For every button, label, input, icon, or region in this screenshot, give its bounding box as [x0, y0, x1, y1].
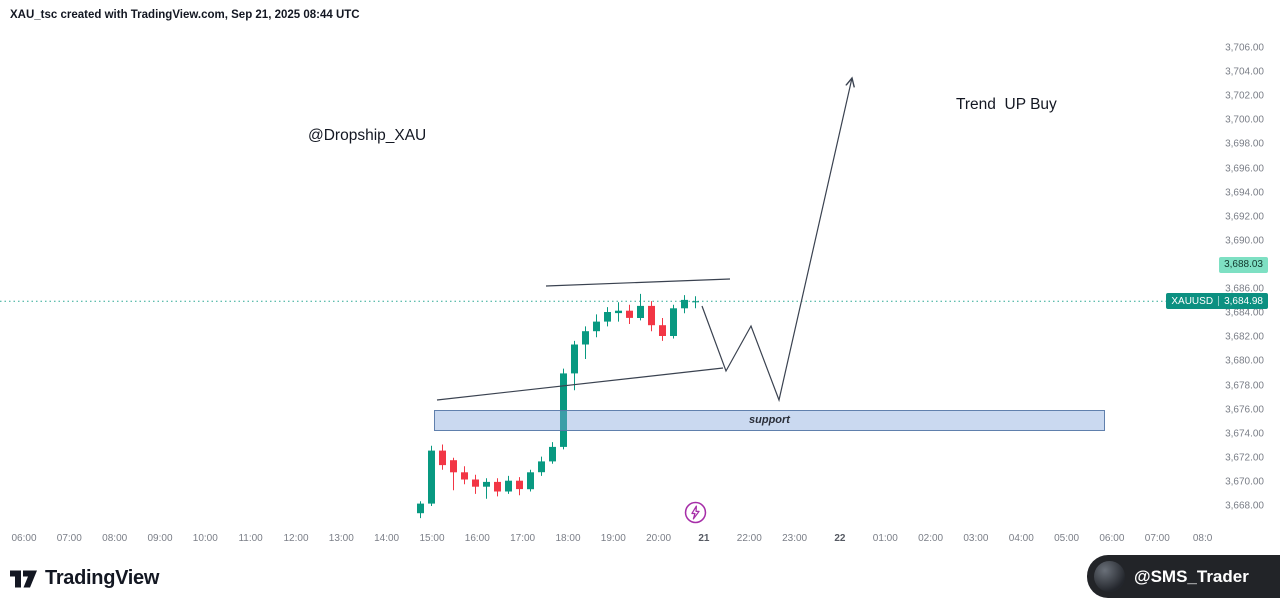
time-axis-label: 14:00 — [374, 533, 400, 544]
price-axis-label: 3,674.00 — [1225, 428, 1264, 440]
upper-trendline[interactable] — [545, 278, 731, 287]
candle-body — [626, 310, 633, 318]
price-axis-label: 3,694.00 — [1225, 187, 1264, 199]
time-axis-label: 01:00 — [872, 533, 898, 544]
price-axis-label: 3,672.00 — [1225, 452, 1264, 464]
price-axis-label: 3,670.00 — [1225, 476, 1264, 488]
candle-body — [472, 479, 479, 487]
time-axis-label: 22:00 — [736, 533, 762, 544]
candles-layer — [417, 293, 699, 519]
candle-body — [604, 312, 611, 322]
price-axis-label: 3,702.00 — [1225, 90, 1264, 102]
time-axis-label: 13:00 — [328, 533, 354, 544]
current-price-badge-symbol: XAUUSD — [1171, 295, 1214, 307]
time-axis-label: 10:00 — [192, 533, 218, 544]
lightning-icon — [684, 501, 707, 524]
candle-body — [571, 344, 578, 374]
time-axis-label: 15:00 — [419, 533, 445, 544]
candle-body — [582, 331, 589, 345]
time-axis-label: 19:00 — [600, 533, 626, 544]
support-zone[interactable]: support — [434, 409, 1105, 432]
time-axis-label: 03:00 — [963, 533, 989, 544]
time-axis-label: 17:00 — [510, 533, 536, 544]
candle-body — [538, 461, 545, 473]
time-axis-label: 09:00 — [147, 533, 173, 544]
candle-body — [670, 308, 677, 336]
time-axis-label: 07:00 — [56, 533, 82, 544]
time-axis-label: 23:00 — [782, 533, 808, 544]
support-zone-label: support — [749, 414, 790, 427]
price-axis[interactable]: 3,706.00 3,704.00 3,702.00 3,700.00 3,698.00… — [1214, 0, 1280, 530]
annotation-handle: @Dropship_XAU — [308, 127, 427, 144]
time-axis-label: 21 — [698, 533, 710, 544]
candle-body — [549, 446, 556, 462]
candle-body — [516, 480, 523, 490]
high-price-badge-label: 3,688.03 — [1224, 259, 1263, 271]
watermark-avatar — [1094, 561, 1125, 592]
candle-body — [659, 325, 666, 336]
current-price-badge: XAUUSD 3,684.98 — [1166, 293, 1268, 310]
price-axis-label: 3,706.00 — [1225, 42, 1264, 54]
time-axis-label: 18:00 — [555, 533, 581, 544]
time-axis-label: 11:00 — [238, 533, 263, 544]
candle-body — [417, 503, 424, 514]
current-price-badge-price: 3,684.98 — [1224, 295, 1263, 307]
watermark-banner: @SMS_Trader — [1087, 555, 1280, 598]
candle-body — [527, 472, 534, 490]
watermark-handle: @SMS_Trader — [1134, 566, 1249, 586]
candle-body — [461, 472, 468, 480]
candle-body — [648, 305, 655, 326]
candle-body — [450, 460, 457, 473]
candle-body — [505, 480, 512, 492]
chart-title: XAU_tsc created with TradingView.com, Se… — [10, 9, 360, 21]
projection-arrow[interactable] — [701, 78, 852, 403]
candle-body — [494, 481, 501, 492]
price-axis-label: 3,700.00 — [1225, 114, 1264, 126]
annotation-trend-note: Trend UP Buy — [956, 96, 1057, 113]
time-axis-label: 08:0 — [1192, 533, 1213, 544]
price-axis-label: 3,690.00 — [1225, 235, 1264, 247]
candle-body — [439, 450, 446, 466]
price-axis-label: 3,668.00 — [1225, 500, 1264, 512]
candle-body — [681, 299, 688, 309]
time-axis-label: 06:00 — [1099, 533, 1125, 544]
tradingview-wordmark: TradingView — [45, 567, 160, 589]
price-axis-label: 3,696.00 — [1225, 163, 1264, 174]
price-axis-label: 3,678.00 — [1225, 380, 1264, 391]
tradingview-mark-icon — [10, 570, 37, 588]
candle-body — [692, 301, 699, 303]
lower-trendline[interactable] — [436, 367, 724, 401]
price-axis-label: 3,680.00 — [1225, 355, 1264, 367]
time-axis-label: 04:00 — [1008, 533, 1034, 544]
time-axis-label: 06:00 — [11, 533, 37, 544]
price-axis-label: 3,676.00 — [1225, 404, 1264, 416]
candle-body — [637, 305, 644, 318]
candle-body — [428, 450, 435, 504]
candle-body — [483, 481, 490, 487]
time-axis-label: 07:00 — [1144, 533, 1170, 544]
price-axis-label: 3,698.00 — [1225, 138, 1264, 150]
badge-divider — [1218, 296, 1220, 307]
time-axis-label: 05:00 — [1054, 533, 1080, 544]
price-axis-label: 3,686.00 — [1225, 283, 1264, 295]
lightning-button[interactable] — [684, 501, 707, 524]
time-axis-label: 20:00 — [646, 533, 672, 544]
price-axis-label: 3,682.00 — [1225, 331, 1264, 343]
time-axis-label: 12:00 — [283, 533, 309, 544]
time-axis-label: 16:00 — [464, 533, 490, 544]
candle-body — [615, 310, 622, 314]
price-axis-label: 3,684.00 — [1225, 307, 1264, 319]
time-axis-label: 02:00 — [918, 533, 944, 544]
price-axis-label: 3,692.00 — [1225, 211, 1264, 223]
time-axis[interactable]: 06:00 07:00 08:00 09:00 10:00 11:00 12:00 13:00… — [0, 530, 1280, 552]
tradingview-logo[interactable]: TradingView — [10, 567, 159, 590]
price-axis-label: 3,704.00 — [1225, 66, 1264, 78]
high-price-badge: 3,688.03 — [1219, 256, 1268, 273]
time-axis-label: 08:00 — [102, 533, 128, 544]
candle-body — [593, 321, 600, 332]
time-axis-label: 22 — [834, 533, 846, 544]
